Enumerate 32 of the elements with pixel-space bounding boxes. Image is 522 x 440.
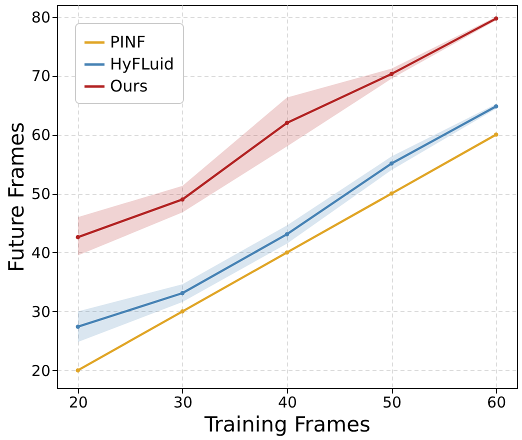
- x-tick-label: 20: [68, 394, 88, 412]
- point: [180, 309, 185, 314]
- y-tick-label: 80: [31, 8, 50, 26]
- y-axis-title: Future Frames: [4, 122, 28, 272]
- legend-label: HyFLuid: [110, 54, 174, 74]
- x-tick-label: 30: [173, 394, 192, 412]
- x-axis-title: Training Frames: [204, 412, 370, 436]
- y-tick-label: 60: [31, 126, 50, 144]
- y-tick-label: 50: [31, 185, 50, 204]
- point: [284, 232, 290, 236]
- point: [389, 72, 394, 76]
- x-tick-label: 60: [487, 394, 506, 412]
- point: [76, 235, 80, 240]
- point: [76, 324, 80, 329]
- legend-label: Ours: [110, 76, 148, 96]
- point: [494, 132, 498, 137]
- y-tick-label: 40: [31, 244, 50, 262]
- legend-label: PINF: [110, 32, 146, 52]
- y-tick-label: 30: [31, 302, 50, 321]
- point: [76, 368, 80, 372]
- point: [494, 104, 498, 108]
- y-tick-label: 20: [31, 362, 50, 380]
- point: [284, 250, 290, 255]
- point: [494, 16, 498, 21]
- point: [180, 291, 185, 296]
- x-tick-label: 50: [382, 394, 402, 412]
- y-tick-label: 70: [31, 67, 50, 86]
- point: [389, 191, 394, 196]
- x-tick-label: 40: [278, 394, 298, 412]
- point: [284, 120, 290, 125]
- point: [389, 161, 394, 166]
- point: [180, 197, 185, 202]
